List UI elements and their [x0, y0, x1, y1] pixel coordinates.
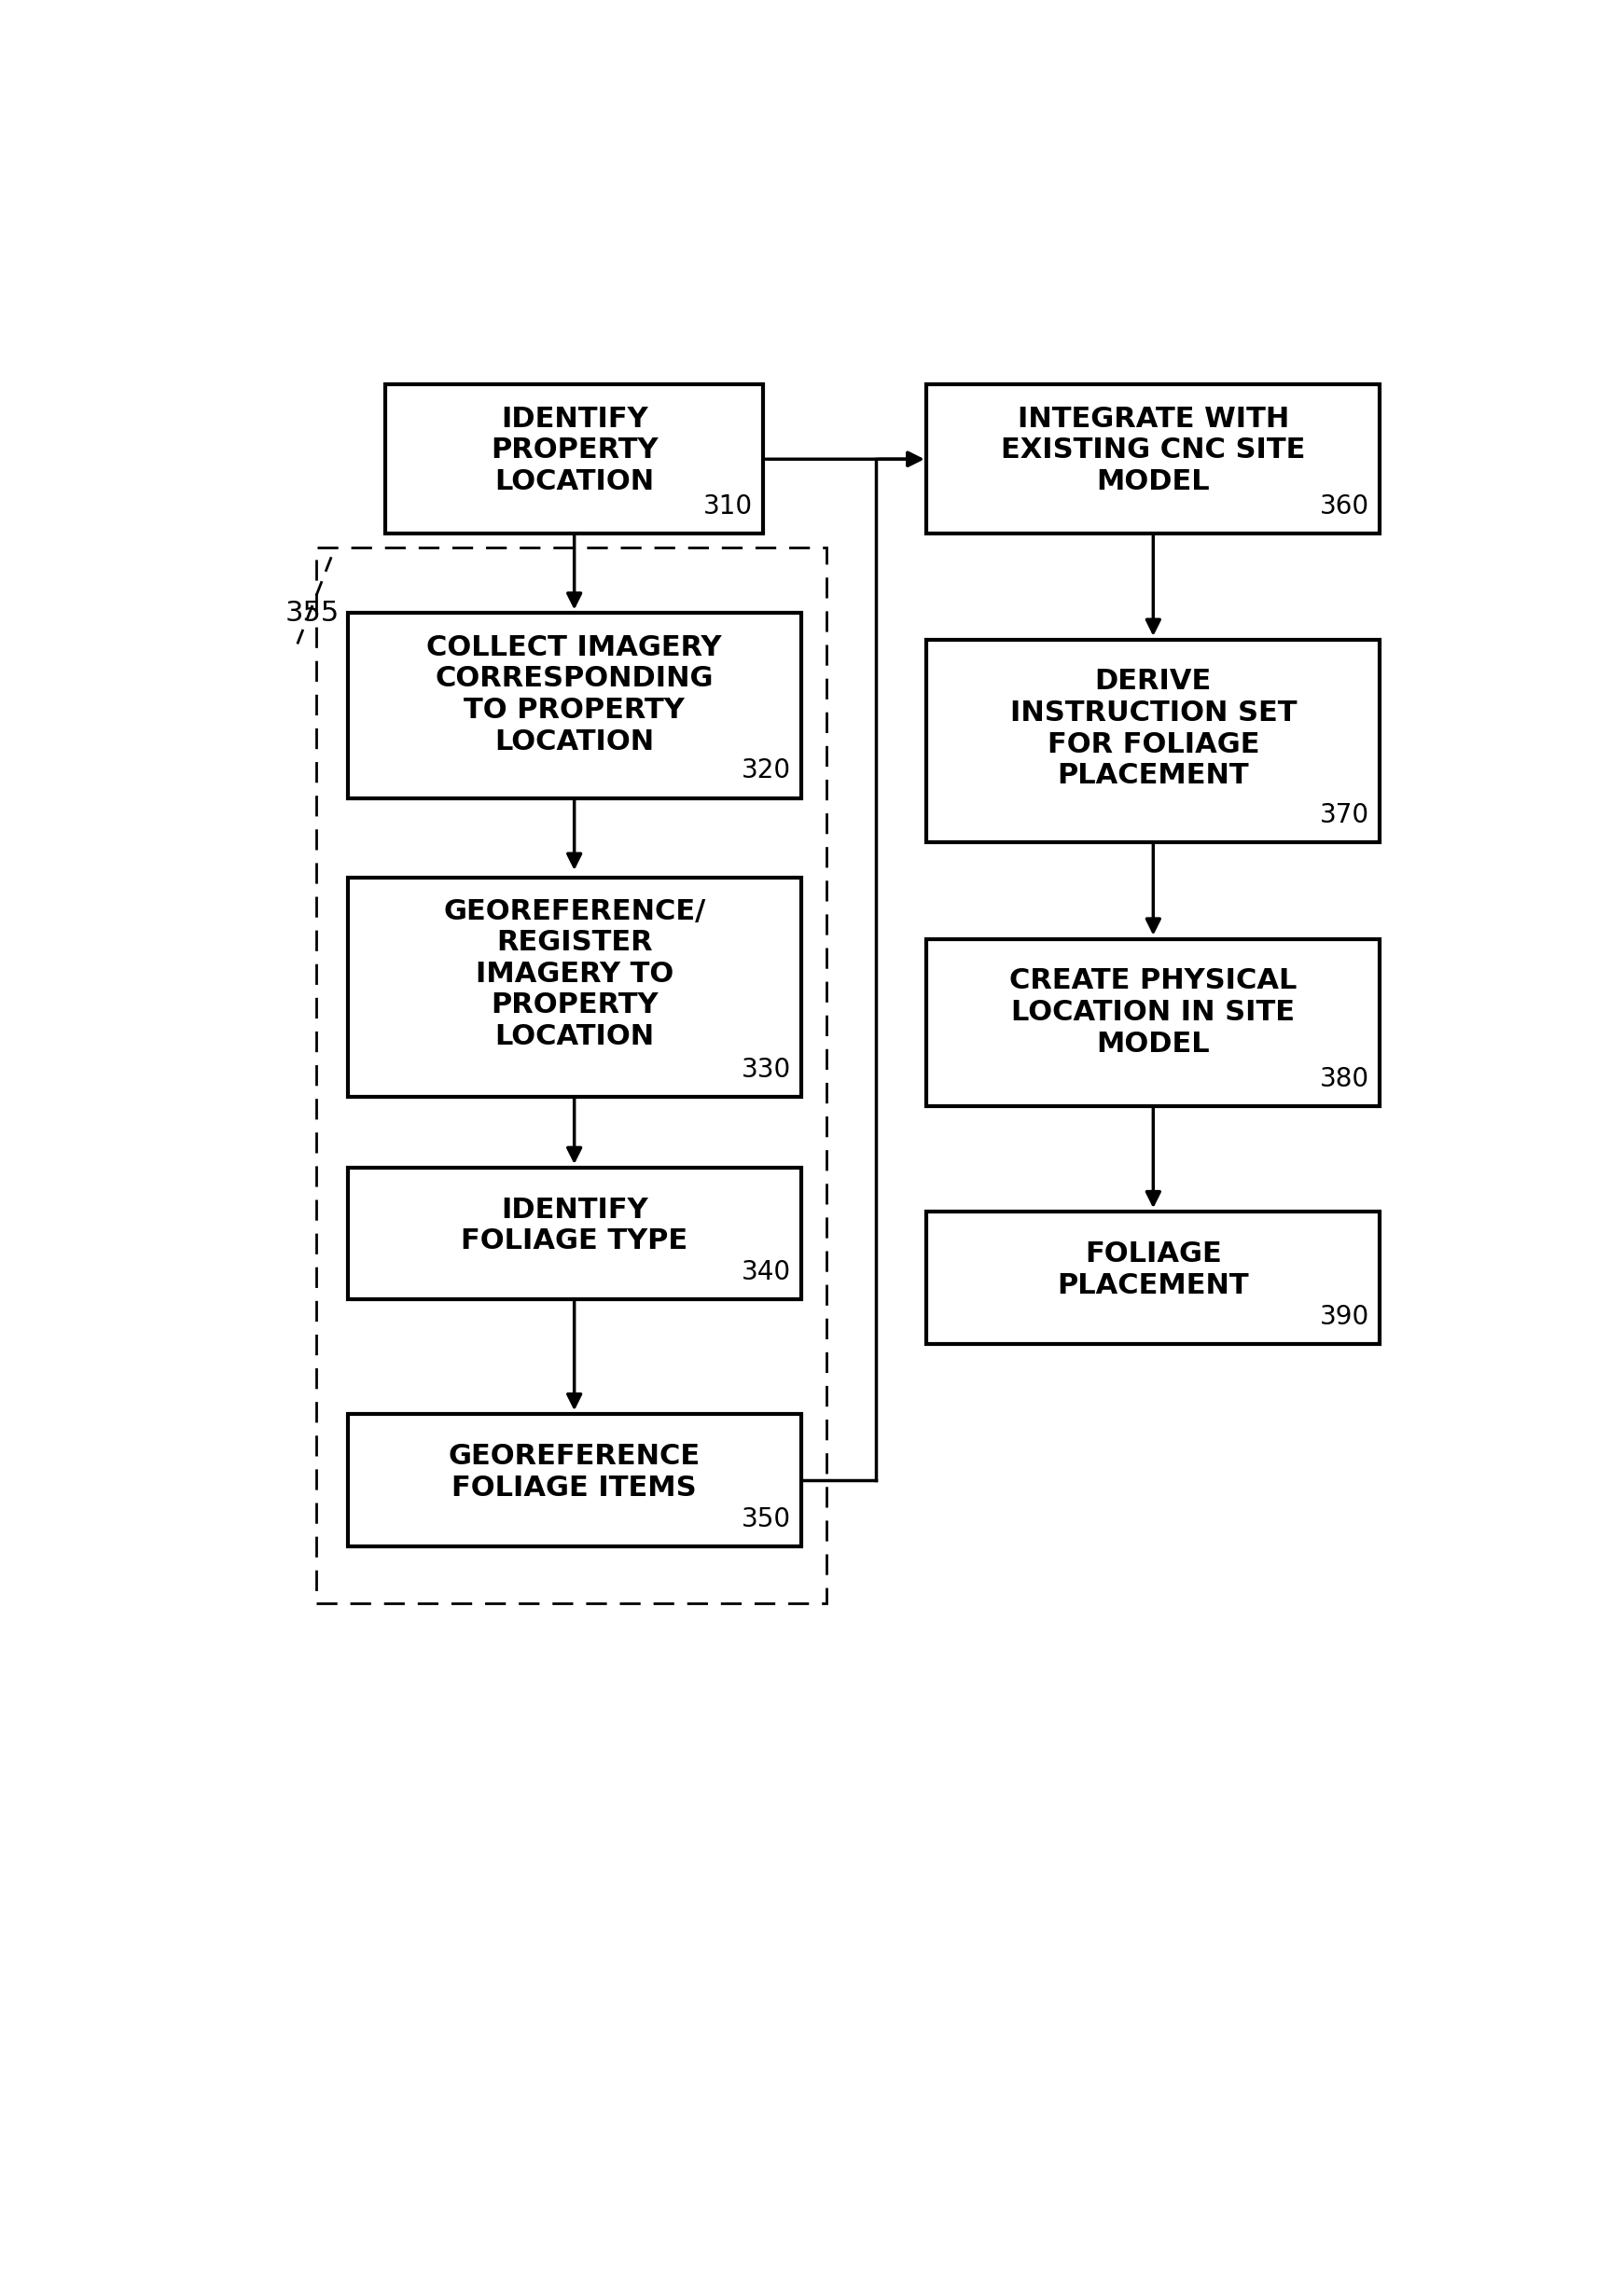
- Bar: [927, 1212, 1380, 1344]
- Bar: [317, 546, 827, 1602]
- Text: IDENTIFY
FOLIAGE TYPE: IDENTIFY FOLIAGE TYPE: [461, 1196, 687, 1255]
- Text: 310: 310: [703, 494, 754, 519]
- Bar: [348, 878, 801, 1097]
- Text: 370: 370: [1320, 802, 1369, 828]
- Bar: [385, 384, 763, 535]
- Text: 320: 320: [741, 757, 791, 784]
- Text: 390: 390: [1320, 1303, 1369, 1330]
- Bar: [927, 384, 1380, 535]
- Text: CREATE PHYSICAL
LOCATION IN SITE
MODEL: CREATE PHYSICAL LOCATION IN SITE MODEL: [1010, 967, 1298, 1056]
- Bar: [348, 613, 801, 798]
- Text: FOLIAGE
PLACEMENT: FOLIAGE PLACEMENT: [1057, 1241, 1249, 1298]
- Text: 330: 330: [741, 1056, 791, 1084]
- Text: 380: 380: [1320, 1065, 1369, 1093]
- Text: IDENTIFY
PROPERTY
LOCATION: IDENTIFY PROPERTY LOCATION: [490, 405, 658, 496]
- Text: 340: 340: [741, 1260, 791, 1285]
- Text: 350: 350: [741, 1506, 791, 1532]
- Text: GEOREFERENCE
FOLIAGE ITEMS: GEOREFERENCE FOLIAGE ITEMS: [448, 1442, 700, 1502]
- Bar: [348, 1168, 801, 1301]
- Text: 355: 355: [284, 599, 339, 626]
- Text: GEOREFERENCE/
REGISTER
IMAGERY TO
PROPERTY
LOCATION: GEOREFERENCE/ REGISTER IMAGERY TO PROPER…: [443, 898, 705, 1049]
- Bar: [927, 640, 1380, 841]
- Bar: [348, 1415, 801, 1545]
- Text: COLLECT IMAGERY
CORRESPONDING
TO PROPERTY
LOCATION: COLLECT IMAGERY CORRESPONDING TO PROPERT…: [427, 633, 723, 754]
- Bar: [927, 940, 1380, 1106]
- Text: 360: 360: [1320, 494, 1369, 519]
- Text: INTEGRATE WITH
EXISTING CNC SITE
MODEL: INTEGRATE WITH EXISTING CNC SITE MODEL: [1000, 405, 1306, 496]
- Text: DERIVE
INSTRUCTION SET
FOR FOLIAGE
PLACEMENT: DERIVE INSTRUCTION SET FOR FOLIAGE PLACE…: [1010, 668, 1296, 789]
